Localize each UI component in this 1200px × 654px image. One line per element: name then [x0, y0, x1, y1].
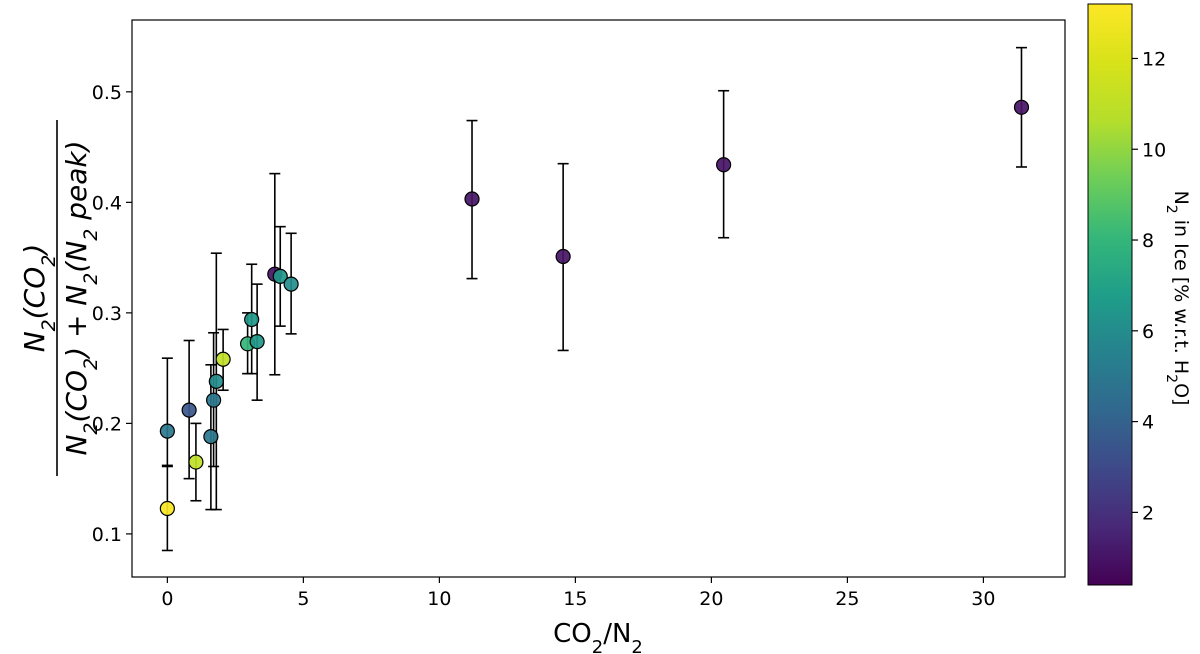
y-axis-title: N2(CO2) N2(CO2) + N2(N2 peak): [18, 120, 102, 476]
data-point: [249, 334, 265, 350]
colorbar-ticks: 2 4 6 8 10 12: [1132, 48, 1166, 524]
data-point: [206, 392, 222, 408]
y-tick-label: 0.2: [92, 413, 122, 435]
x-tick-label: 25: [835, 588, 859, 610]
y-tick-label: 0.5: [92, 82, 122, 104]
y-axis-denominator: N2(CO2) + N2(N2 peak): [60, 140, 102, 455]
data-point: [555, 248, 571, 265]
data-point: [215, 351, 231, 367]
data-points: [159, 99, 1030, 517]
x-tick-label: 20: [699, 588, 723, 610]
x-tick-label: 0: [161, 588, 173, 610]
colorbar-tick-label: 12: [1142, 48, 1166, 70]
data-point: [464, 191, 480, 207]
data-point: [283, 276, 299, 292]
y-ticks: 0.1 0.2 0.3 0.4 0.5: [92, 82, 132, 546]
colorbar-tick-label: 2: [1142, 502, 1154, 524]
x-tick-label: 5: [297, 588, 309, 610]
data-point: [208, 373, 224, 389]
colorbar-tick-label: 6: [1142, 321, 1154, 343]
colorbar-label: N2 in Ice [% w.r.t. H2O]: [1163, 191, 1192, 406]
y-tick-label: 0.1: [92, 524, 122, 546]
y-axis-numerator: N2(CO2): [18, 244, 60, 353]
colorbar-title: N2 in Ice [% w.r.t. H2O]: [1163, 191, 1192, 406]
x-axis-title: CO2/N2: [553, 619, 643, 654]
data-point: [272, 268, 288, 284]
colorbar: [1087, 3, 1133, 586]
data-point: [244, 311, 260, 328]
y-tick-label: 0.3: [92, 303, 122, 325]
x-ticks: 0 5 10 15 20 25 30: [161, 577, 995, 610]
colorbar-tick-label: 8: [1142, 230, 1154, 252]
data-point: [203, 429, 219, 445]
data-point: [159, 500, 175, 517]
data-point: [1013, 99, 1030, 115]
data-point: [716, 157, 732, 173]
data-point: [159, 423, 175, 439]
data-point: [181, 402, 197, 418]
colorbar-tick-label: 4: [1142, 412, 1154, 434]
x-tick-label: 15: [563, 588, 587, 610]
x-tick-label: 10: [427, 588, 451, 610]
x-tick-label: 30: [971, 588, 995, 610]
plot-frame: [131, 19, 1066, 578]
colorbar-tick-label: 10: [1142, 139, 1166, 161]
data-point: [188, 454, 204, 470]
y-tick-label: 0.4: [92, 192, 122, 214]
